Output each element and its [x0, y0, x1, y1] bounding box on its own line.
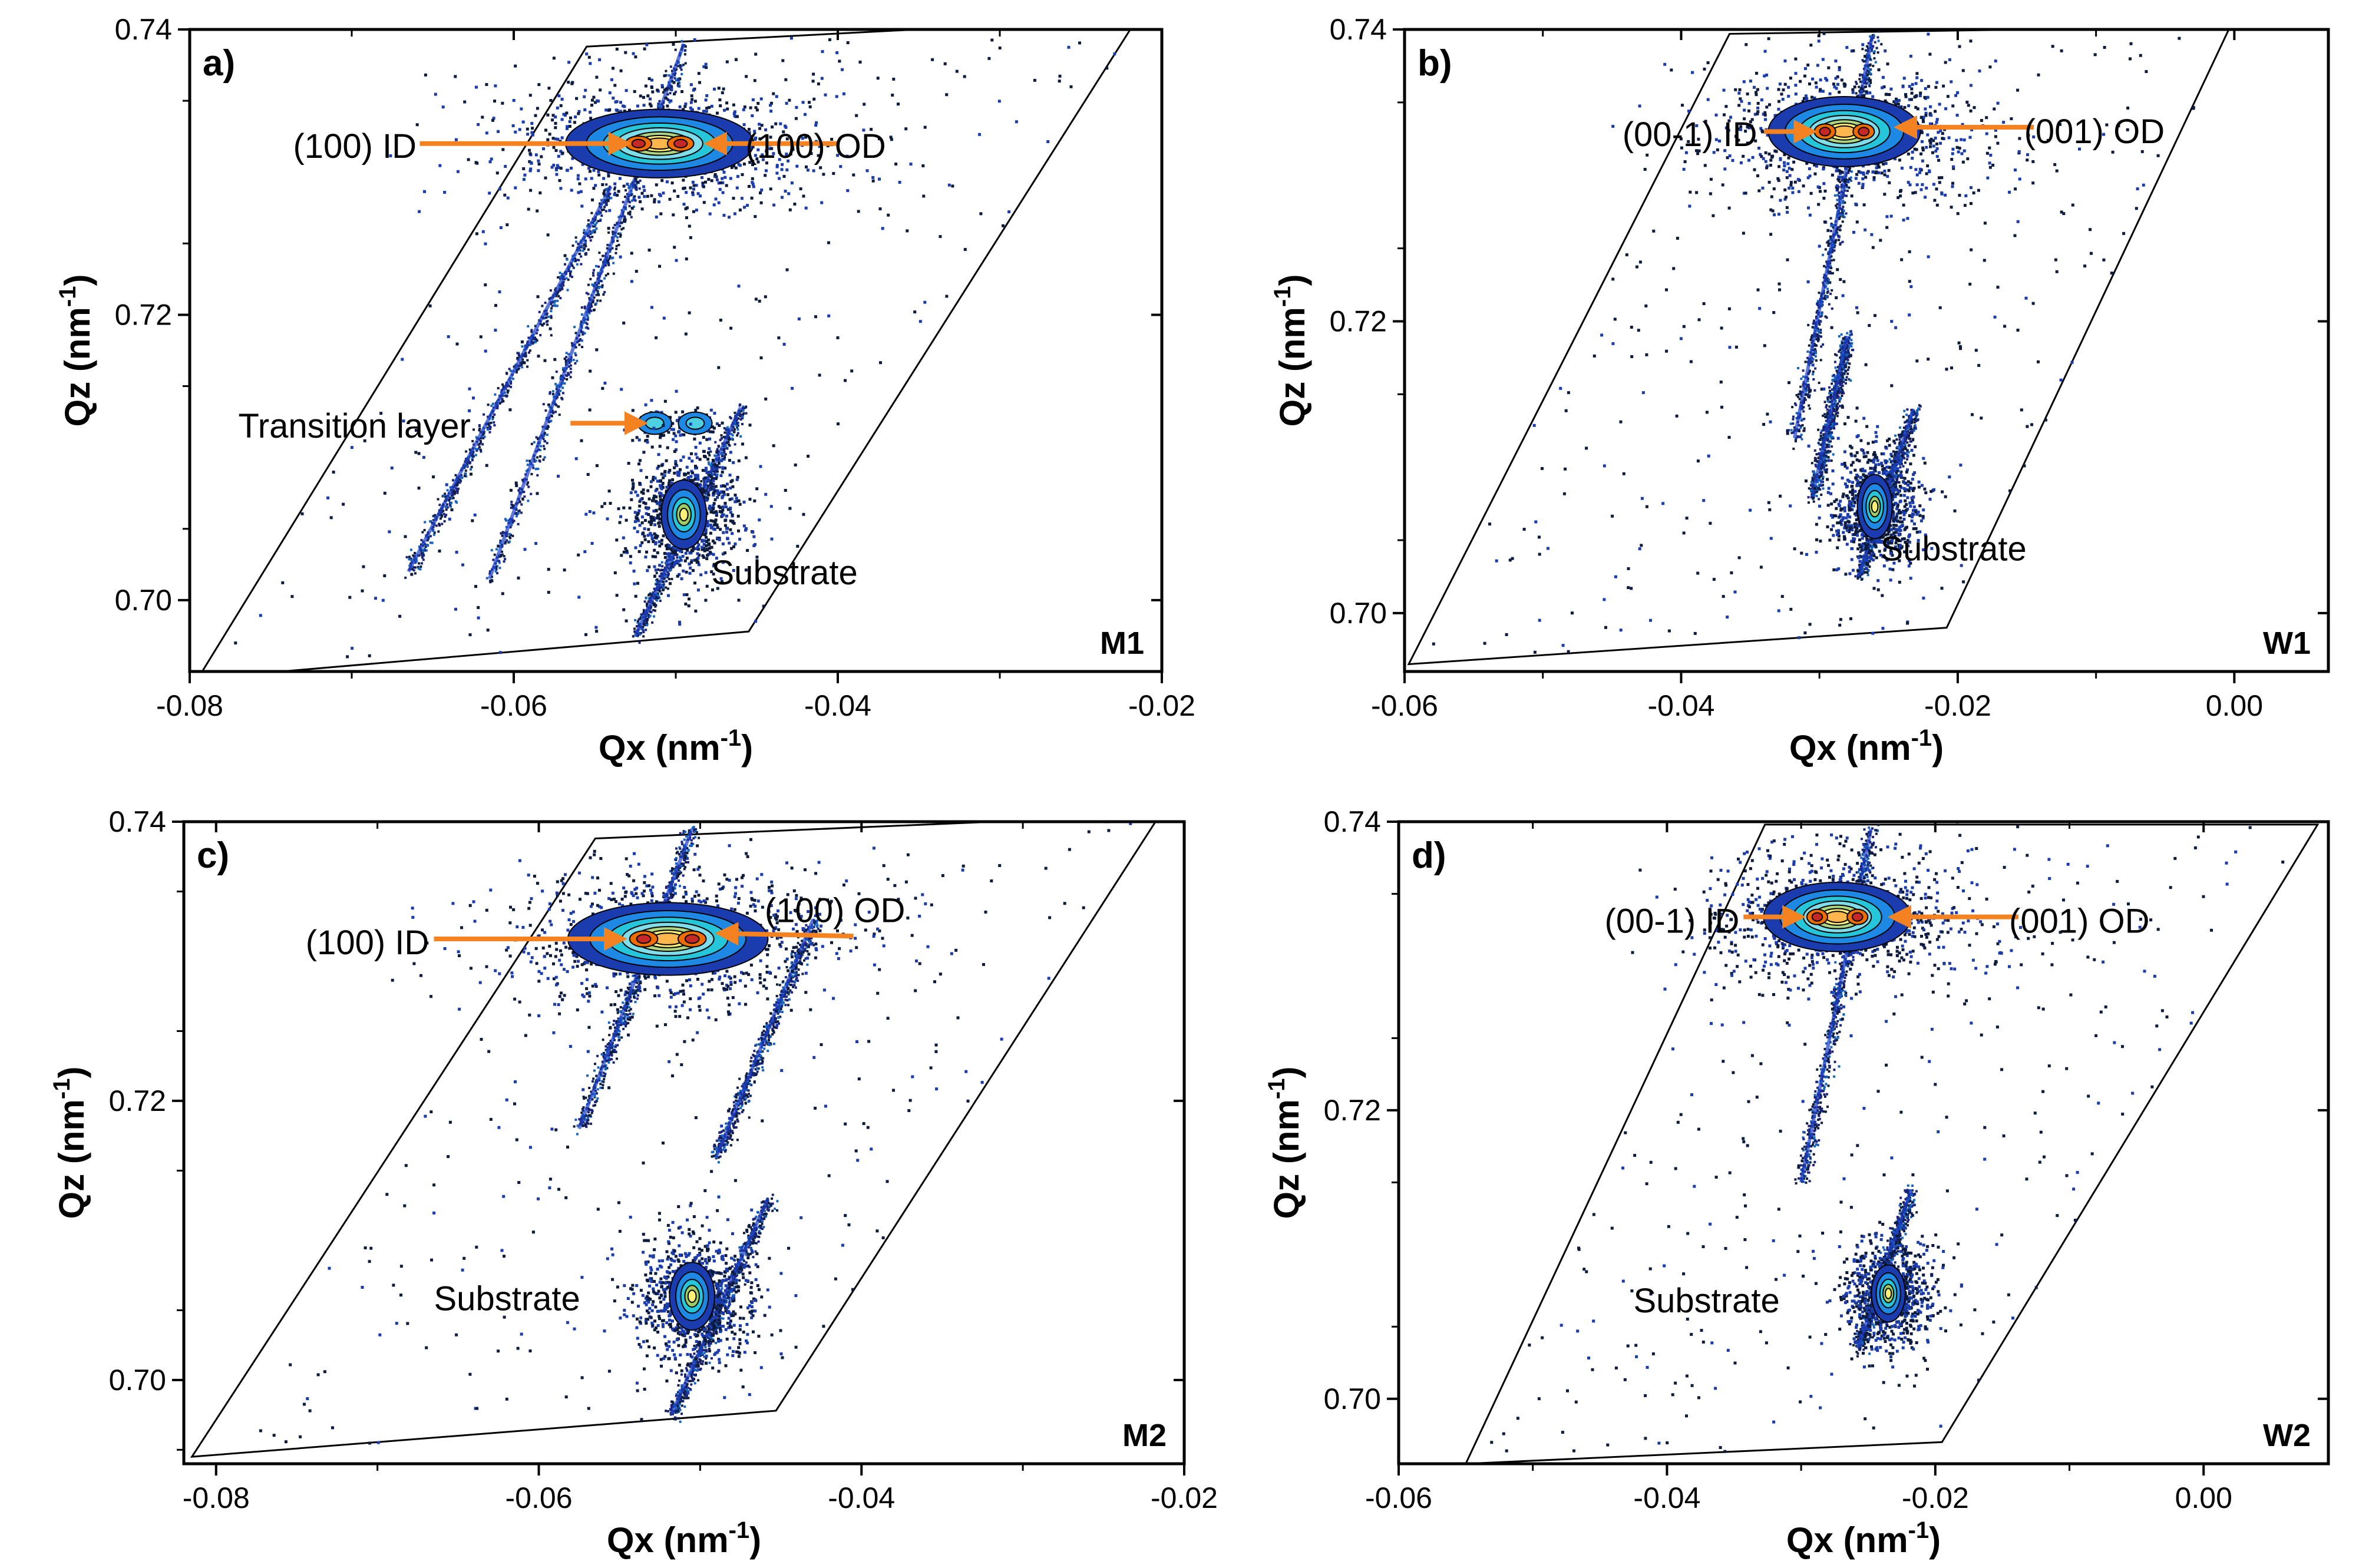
- sample-label: M1: [1100, 626, 1144, 661]
- x-tick-label: -0.06: [1365, 1481, 1432, 1514]
- y-axis-title: Qz (nm-1): [49, 1067, 91, 1219]
- panel-letter: c): [197, 835, 229, 876]
- scan-area-outline: [190, 822, 1157, 1458]
- scan-area-outline: [1407, 29, 2230, 666]
- streak-1: [573, 826, 701, 1136]
- peak-double-1: [1611, 29, 2081, 248]
- y-tick-label: 0.74: [1324, 805, 1381, 838]
- sample-label: M2: [1122, 1418, 1167, 1453]
- y-tick-label: 0.74: [115, 13, 172, 46]
- y-tick-label: 0.70: [115, 584, 172, 617]
- y-tick-label: 0.70: [1324, 1382, 1381, 1415]
- x-tick-label: -0.02: [1151, 1481, 1218, 1514]
- streak-2: [404, 183, 617, 579]
- x-tick-label: -0.04: [828, 1481, 895, 1514]
- plot-frame: [1397, 820, 2330, 1466]
- y-tick-label: 0.72: [115, 298, 172, 331]
- x-tick-label: -0.02: [1902, 1481, 1969, 1514]
- x-axis-title: Qx (nm-1): [1786, 1517, 1941, 1560]
- annotation-label: Substrate: [1633, 1282, 1779, 1320]
- annotation-label: (001) OD: [2009, 902, 2150, 941]
- annotation-label: (100) OD: [765, 892, 906, 930]
- sample-label: W1: [2263, 626, 2311, 661]
- y-tick-label: 0.72: [1330, 305, 1387, 338]
- x-tick-label: -0.04: [1633, 1481, 1700, 1514]
- scan-area-outline: [201, 29, 1132, 671]
- peak-substrate-2: [1793, 405, 1947, 600]
- peak-double-1: [391, 844, 1052, 1056]
- x-tick-label: -0.02: [1128, 689, 1195, 722]
- x-tick-label: -0.06: [1371, 689, 1438, 722]
- y-tick-label: 0.72: [1324, 1094, 1381, 1127]
- peak-substrate-2: [1808, 1213, 1963, 1388]
- annotation-label: (00-1) ID: [1623, 115, 1757, 154]
- annotation-label: (100) OD: [745, 127, 886, 166]
- y-axis-title: Qz (nm-1): [55, 274, 97, 427]
- x-tick-label: -0.04: [804, 689, 871, 722]
- x-axis-title: Qx (nm-1): [599, 725, 753, 768]
- x-tick-label: -0.04: [1647, 689, 1714, 722]
- annotation-label: Substrate: [712, 554, 858, 592]
- panel-letter: b): [1418, 43, 1452, 84]
- plot-area: [201, 29, 1132, 671]
- annotation-label: Substrate: [434, 1279, 580, 1318]
- annotation-label: Transition layer: [239, 407, 471, 445]
- annotation-label: (100) ID: [306, 924, 429, 962]
- peak-substrate-2: [580, 1170, 783, 1395]
- annotation-label: Substrate: [1880, 530, 2026, 568]
- chart-panel-m1: -0.08 -0.06 -0.04 -0.02 0.70 0.72 0.74 Qx (nm-1…: [55, 13, 1195, 768]
- y-tick-label: 0.74: [109, 805, 166, 838]
- panel-letter: a): [203, 43, 235, 84]
- plot-area: [1407, 29, 2230, 666]
- peak-double-1: [1631, 822, 2051, 1021]
- chart-panel-m2: -0.08 -0.06 -0.04 -0.02 0.70 0.72 0.74 Qx (nm-1…: [49, 805, 1218, 1560]
- x-axis-title: Qx (nm-1): [607, 1517, 761, 1560]
- plot-frame: [182, 820, 1186, 1466]
- chart-panel-w2: -0.06 -0.04 -0.02 0.00 0.70 0.72 0.74 Qx (nm-1)…: [1264, 805, 2330, 1560]
- y-axis-title: Qz (nm-1): [1264, 1067, 1306, 1219]
- plot-area: [1465, 822, 2320, 1464]
- x-tick-label: -0.08: [156, 689, 223, 722]
- y-tick-label: 0.74: [1330, 13, 1387, 46]
- panel-letter: d): [1412, 835, 1446, 876]
- sample-label: W2: [2263, 1418, 2311, 1453]
- x-tick-label: -0.02: [1924, 689, 1991, 722]
- y-axis-title: Qz (nm-1): [1270, 274, 1312, 427]
- x-tick-label: 0.00: [2175, 1481, 2232, 1514]
- plot-area: [190, 822, 1157, 1458]
- chart-panel-w1: -0.06 -0.04 -0.02 0.00 0.70 0.72 0.74 Qx (nm-1)…: [1270, 13, 2330, 768]
- streak-2: [1807, 332, 1855, 504]
- y-tick-label: 0.70: [1330, 597, 1387, 630]
- x-tick-label: 0.00: [2206, 689, 2263, 722]
- x-tick-label: -0.06: [506, 1481, 573, 1514]
- plot-frame: [1403, 28, 2330, 673]
- x-tick-label: -0.08: [183, 1481, 250, 1514]
- annotation-label: (00-1) ID: [1605, 902, 1740, 941]
- peak-substrate-4: [588, 422, 797, 613]
- annotation-arrow: [715, 922, 854, 946]
- y-tick-label: 0.70: [109, 1364, 166, 1397]
- peak-small-3: [672, 406, 724, 445]
- streak-1: [1794, 823, 1880, 1185]
- x-axis-title: Qx (nm-1): [1789, 725, 1944, 768]
- scan-area-outline: [1465, 823, 2320, 1464]
- annotation-label: (100) ID: [293, 127, 417, 166]
- y-tick-label: 0.72: [109, 1084, 166, 1117]
- x-tick-label: -0.06: [480, 689, 547, 722]
- scatter-noise: [234, 38, 1116, 659]
- annotation-label: (001) OD: [2024, 113, 2165, 151]
- streak-3: [711, 914, 820, 1164]
